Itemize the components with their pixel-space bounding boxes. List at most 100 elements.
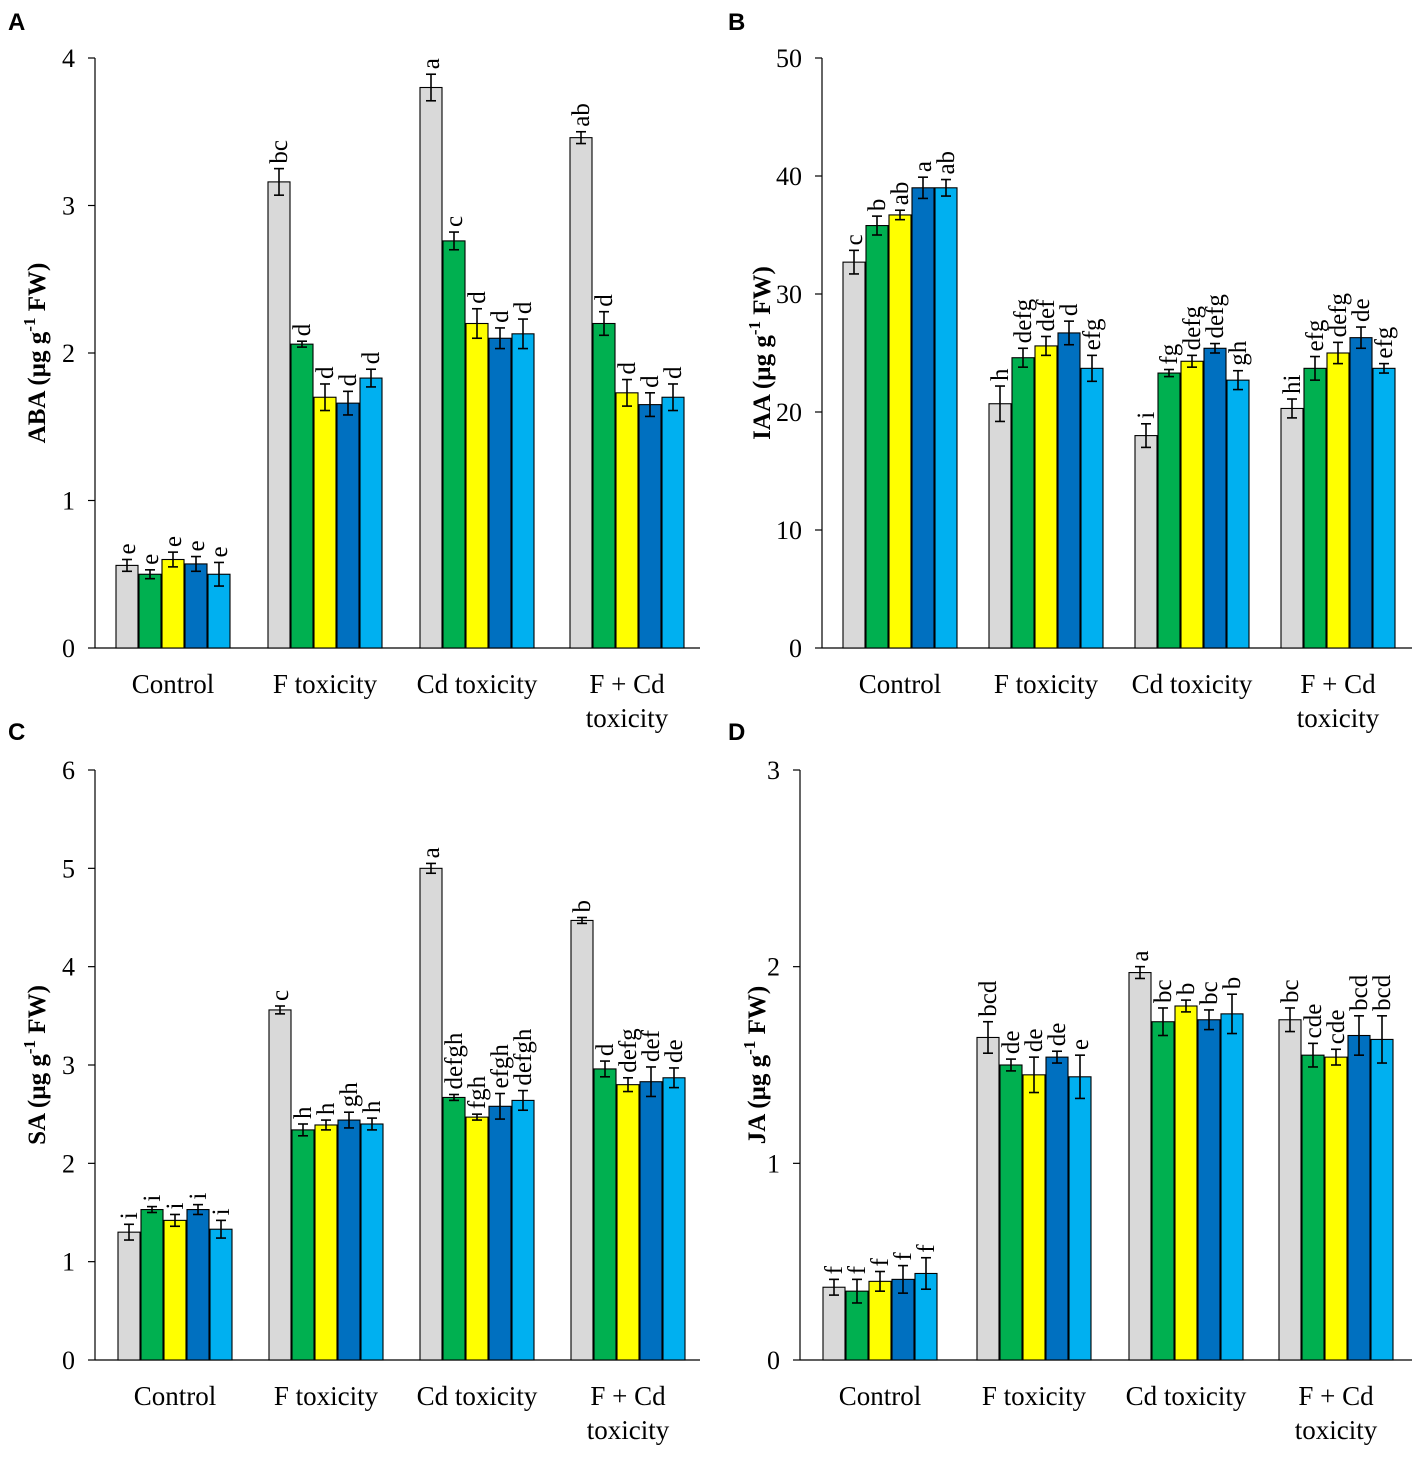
significance-letter: e <box>206 546 233 557</box>
error-bar <box>898 1264 908 1294</box>
y-tick-label: 0 <box>789 634 802 663</box>
bar-s2 <box>865 225 889 649</box>
bar-s4 <box>186 1209 210 1361</box>
x-category-label: F + Cd <box>590 1381 666 1411</box>
bar-s1 <box>268 1009 292 1361</box>
bar-s4 <box>488 1105 512 1361</box>
error-bar <box>1227 993 1237 1035</box>
panel-label: D <box>728 719 745 746</box>
bar-s4 <box>337 1119 361 1361</box>
error-bar <box>849 249 859 275</box>
error-bar <box>983 1020 993 1054</box>
significance-letter: d <box>289 323 316 336</box>
bar-s4 <box>1349 337 1373 649</box>
error-bar <box>124 1223 134 1241</box>
bar-s1 <box>976 1036 1000 1361</box>
significance-letter: f <box>867 1258 894 1267</box>
y-tick-label: 4 <box>62 953 75 982</box>
error-bar <box>426 73 436 102</box>
bar-s5 <box>1220 1013 1244 1361</box>
significance-letter: h <box>290 1106 317 1119</box>
significance-letter: i <box>1133 412 1160 419</box>
error-bar <box>1354 1015 1364 1056</box>
significance-letter: b <box>1219 977 1246 990</box>
bar-s2 <box>138 573 162 649</box>
y-tick-label: 1 <box>767 1149 780 1178</box>
bar-s1 <box>267 181 291 649</box>
significance-letter: defg <box>1179 305 1206 350</box>
error-bar <box>1164 368 1174 378</box>
bar-s2 <box>140 1209 164 1361</box>
bar-s2 <box>592 322 616 649</box>
error-bar <box>1204 1009 1214 1031</box>
bar-s1 <box>419 867 443 1361</box>
significance-letter: bcd <box>1346 974 1373 1011</box>
significance-letter: a <box>910 161 937 172</box>
error-bar <box>623 1076 633 1093</box>
error-bar <box>297 340 307 348</box>
panel-a: A 0 1 2 3 4 ABA (µg g-1 FW) Control F toxicity Cd… <box>8 9 700 733</box>
y-tick-label: 3 <box>62 1051 75 1080</box>
significance-letter: f <box>890 1252 917 1261</box>
panel-b: B 0 10 20 30 40 50 IAA (µg g-1 FW) Control F toxi… <box>728 9 1412 733</box>
bar-s3 <box>1326 352 1350 649</box>
bar-s3 <box>1180 360 1204 649</box>
bar-s5 <box>209 1228 233 1361</box>
error-bar <box>1210 342 1220 354</box>
y-tick-label: 2 <box>767 953 780 982</box>
significance-letter: i <box>185 1193 212 1200</box>
significance-letter: defgh <box>441 1032 468 1089</box>
error-bar <box>895 209 905 221</box>
y-tick-label: 30 <box>776 280 802 309</box>
significance-letter: bc <box>266 140 293 164</box>
y-tick-label: 40 <box>776 162 802 191</box>
y-tick-label: 2 <box>62 339 75 368</box>
significance-letter: d <box>591 294 618 307</box>
error-bar <box>1018 347 1028 368</box>
bar-s3 <box>161 558 185 649</box>
x-category-label: Cd toxicity <box>1132 669 1253 699</box>
significance-letter: def <box>638 1029 665 1062</box>
bar-s2 <box>1157 372 1181 649</box>
error-bar <box>214 561 224 587</box>
bar-s1 <box>1280 407 1304 649</box>
error-bar <box>366 368 376 388</box>
bar-s3 <box>1034 345 1058 649</box>
significance-letter: d <box>592 1043 619 1056</box>
error-bar <box>829 1278 839 1296</box>
x-category-label: toxicity <box>1295 1415 1378 1445</box>
bar-s5 <box>934 187 958 649</box>
significance-letter: c <box>267 990 294 1001</box>
significance-letter: ab <box>933 151 960 175</box>
error-bar <box>941 178 951 197</box>
y-tick-label: 1 <box>62 1248 75 1277</box>
error-bar <box>216 1219 226 1239</box>
error-bar <box>518 1089 528 1112</box>
significance-letter: cde <box>1323 1010 1350 1045</box>
significance-letter: d <box>335 373 362 386</box>
y-tick-label: 5 <box>62 854 75 883</box>
error-bar <box>472 307 482 340</box>
significance-letter: h <box>359 1100 386 1113</box>
significance-letter: fgh <box>464 1075 491 1109</box>
significance-letter: d <box>464 291 491 304</box>
significance-letter: d <box>510 301 537 314</box>
significance-letter: def <box>1033 299 1060 332</box>
y-tick-label: 3 <box>62 192 75 221</box>
significance-letter: defgh <box>510 1028 537 1085</box>
significance-letter: defg <box>1325 292 1352 337</box>
bar-s5 <box>359 377 383 649</box>
error-bar <box>1308 1042 1318 1068</box>
y-tick-label: 50 <box>776 44 802 73</box>
error-bar <box>921 1256 931 1290</box>
bar-s4 <box>639 1081 663 1361</box>
error-bar <box>668 383 678 412</box>
error-bar <box>122 558 132 573</box>
error-bar <box>168 551 178 568</box>
bar-s1 <box>988 403 1012 649</box>
x-category-label: F + Cd <box>1300 669 1376 699</box>
panel-label: B <box>728 9 745 36</box>
bar-s2 <box>999 1064 1023 1361</box>
significance-letter: e <box>137 554 164 565</box>
